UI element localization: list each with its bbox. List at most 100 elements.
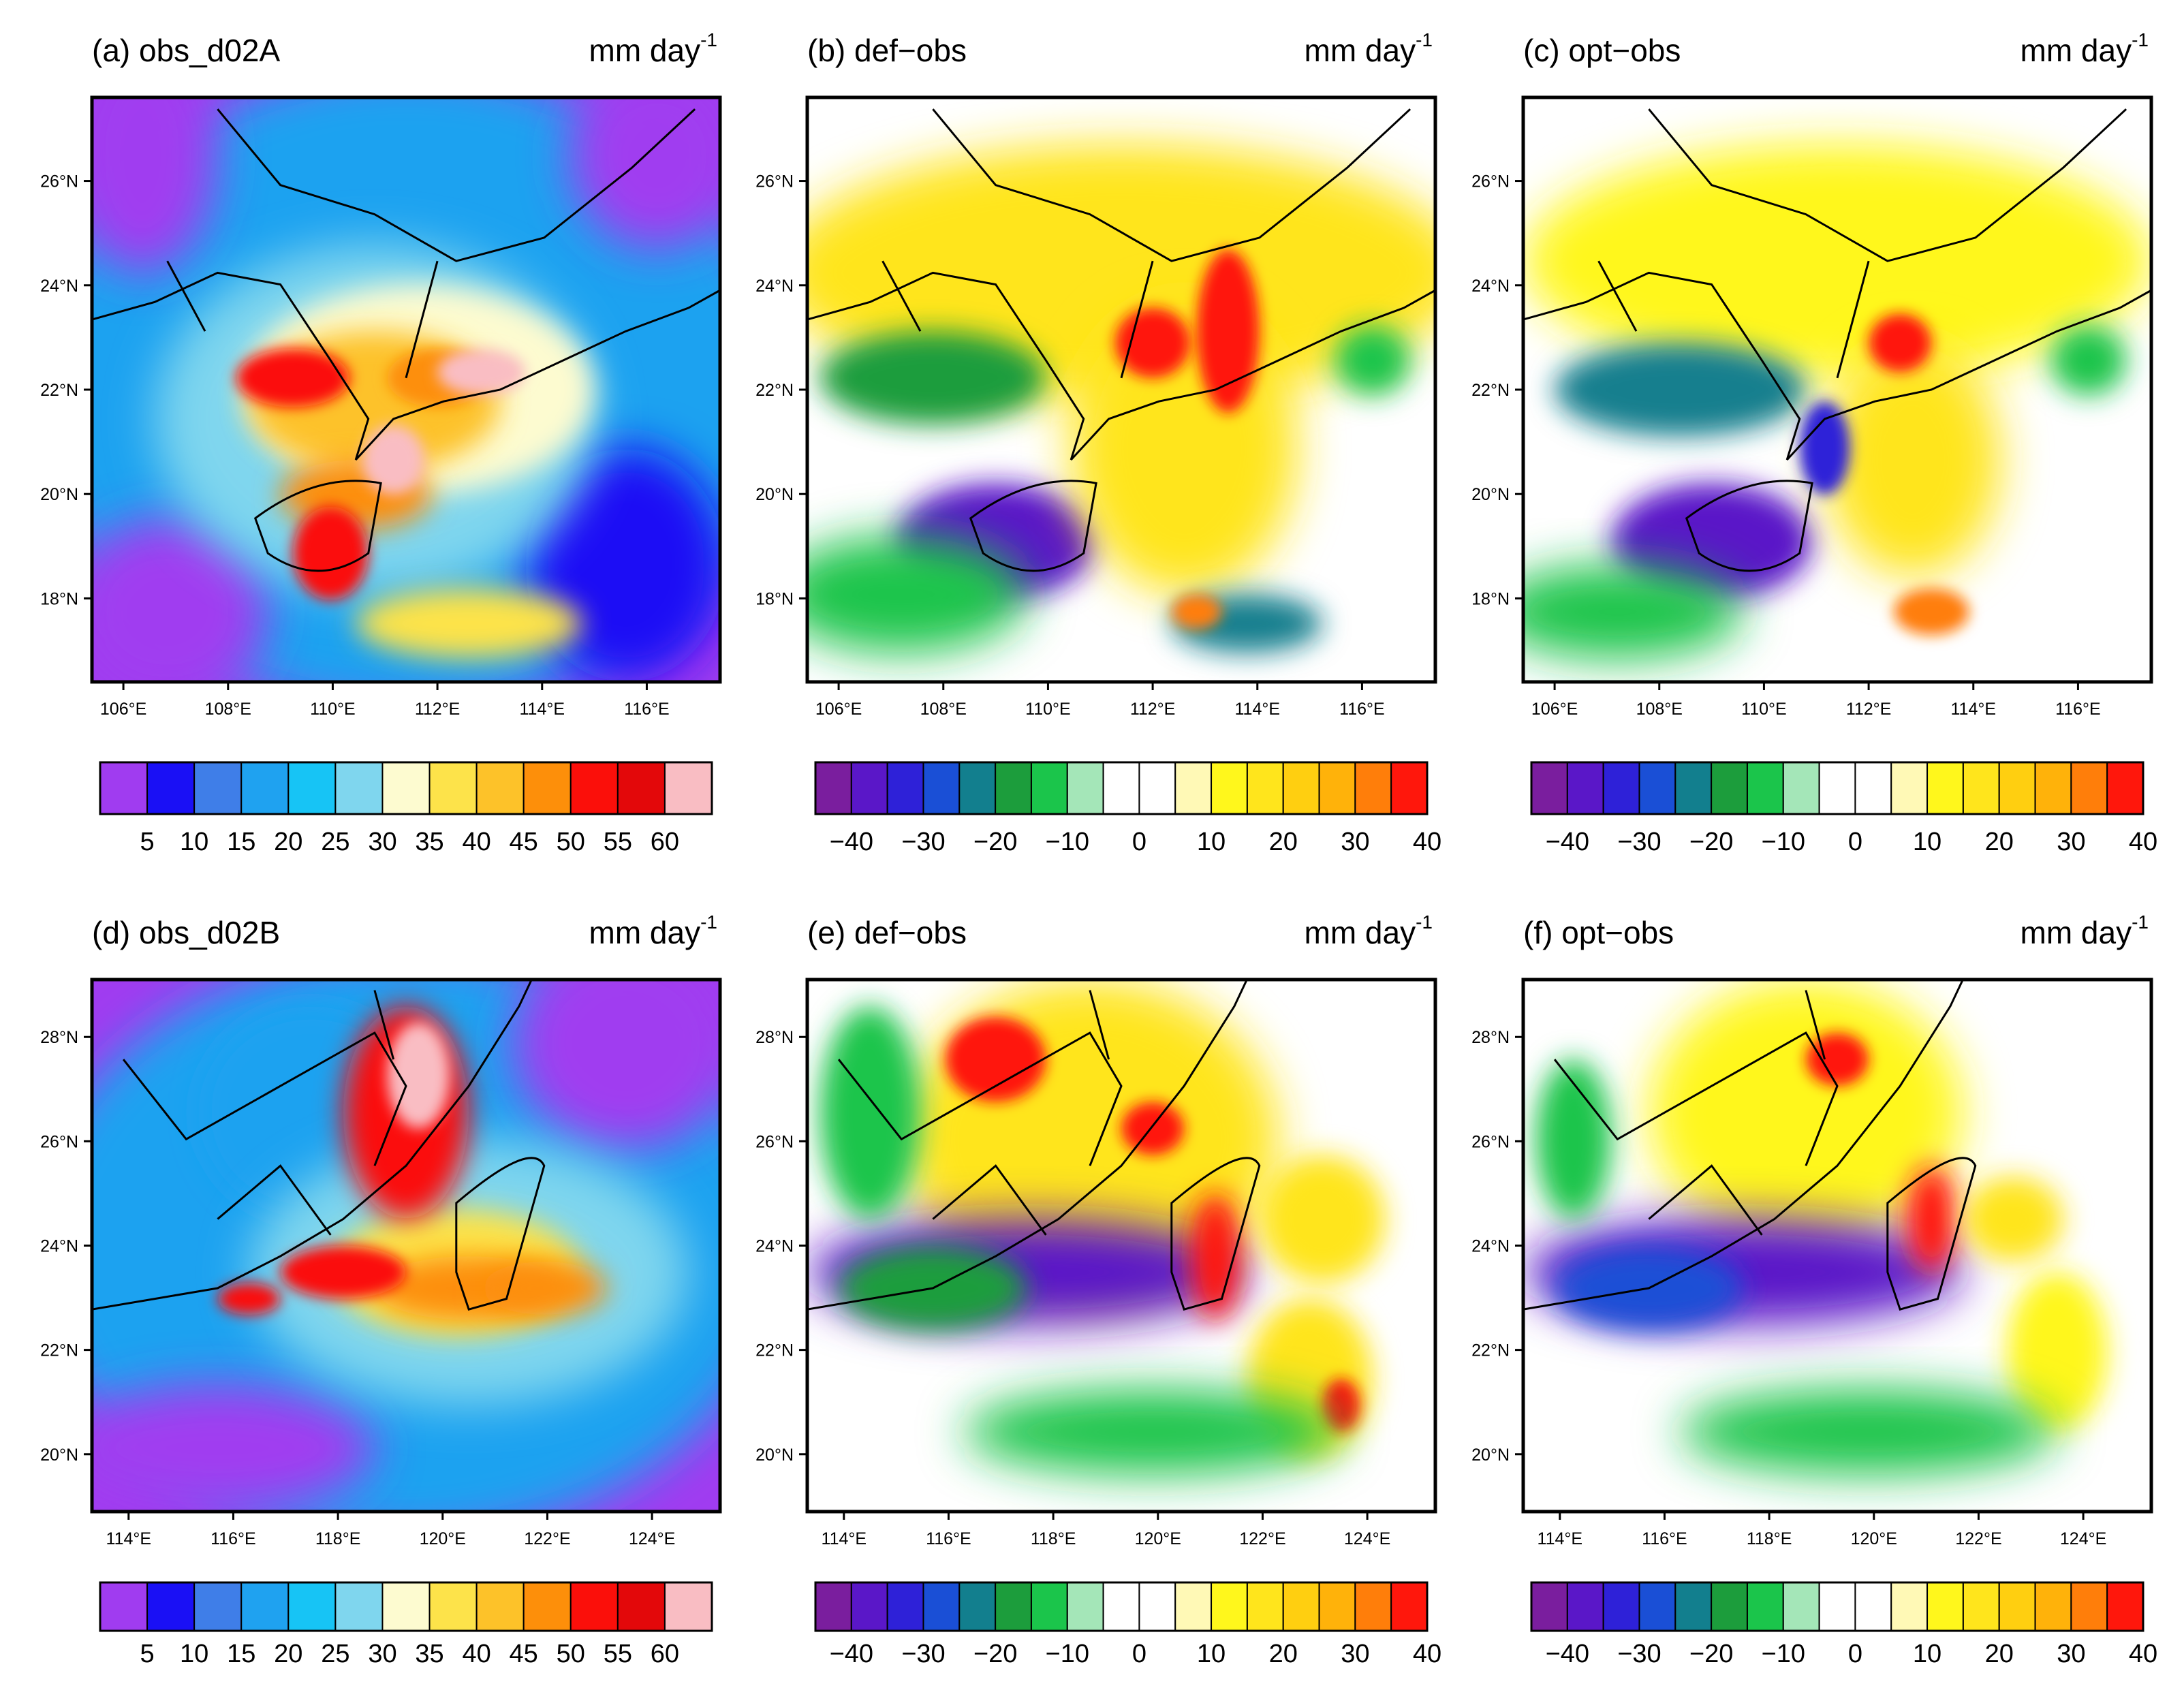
- lat-tick-label: 24°N: [40, 1237, 78, 1256]
- lon-tick-label: 116°E: [2055, 700, 2101, 719]
- precip-cell: [92, 97, 218, 273]
- colorbar-frame: [1530, 1581, 2144, 1632]
- coastline: [807, 108, 1435, 572]
- colorbar: −40 −30 −20 −10 0 10 20 30 40: [1530, 761, 2157, 856]
- precip-cell: [1805, 1033, 1869, 1087]
- lat-tick-label: 24°N: [755, 1237, 794, 1256]
- colorbar-swatch: [1854, 1582, 1892, 1632]
- colorbar-swatch: [1566, 1582, 1604, 1632]
- coast-line: [1553, 1031, 1839, 1166]
- panel-e: (e) def−obs mm day-1 114°E 116°E 118°E 120°E 1…: [755, 911, 1441, 1668]
- colorbar-label: 25: [321, 1640, 349, 1668]
- coast-line: [932, 108, 1411, 262]
- coast-line: [1523, 271, 2151, 461]
- colorbar-frame: [1530, 761, 2144, 815]
- coast-line: [405, 260, 439, 379]
- colorbar-label: 40: [462, 828, 490, 856]
- precip-cell: [92, 1384, 375, 1512]
- lat-tick-label: 20°N: [755, 485, 794, 504]
- colorbar-label: −30: [1617, 828, 1661, 856]
- coast-line: [1597, 260, 1638, 332]
- colorbar-label: −40: [830, 828, 873, 856]
- colorbar-swatch: [1962, 1582, 2000, 1632]
- precip-cell: [512, 980, 720, 1150]
- colorbar-swatch: [850, 762, 888, 815]
- panel-units: mm day-1: [589, 29, 718, 68]
- coast-line: [1523, 980, 1964, 1311]
- lat-tick-label: 22°N: [755, 1341, 794, 1360]
- precip-cell: [1799, 401, 1850, 495]
- units-label: mm day: [2021, 33, 2132, 68]
- colorbar-swatch: [1674, 762, 1713, 815]
- coast-line: [1120, 260, 1154, 379]
- lat-tick-label: 26°N: [40, 1132, 78, 1151]
- colorbar-label: 60: [651, 828, 679, 856]
- panel-title: (d) obs_d02B: [92, 915, 280, 950]
- lon-tick-label: 114°E: [1538, 1529, 1583, 1548]
- coastline: [92, 108, 720, 572]
- units-exponent: -1: [2132, 911, 2149, 933]
- colorbar-swatch: [958, 1582, 997, 1632]
- coast-line: [92, 980, 533, 1311]
- precip-cell: [945, 1016, 1046, 1102]
- colorbar-label: 0: [1132, 828, 1146, 856]
- colorbar-label: 10: [1197, 828, 1226, 856]
- colorbar-label: −40: [830, 1640, 873, 1668]
- precip-cell: [1335, 325, 1411, 396]
- panel-units: mm day-1: [1305, 29, 1433, 68]
- coast-line: [1685, 480, 1813, 572]
- lat-tick-label: 28°N: [755, 1028, 794, 1047]
- colorbar-swatch: [1211, 1582, 1248, 1632]
- colorbar-swatch: [287, 1582, 337, 1632]
- colorbar-label: 10: [180, 1640, 208, 1668]
- panel-b: (b) def−obs mm day-1 106°E 108°E 110°E 112°E 1…: [755, 29, 1441, 856]
- coast-line: [807, 271, 1435, 461]
- colorbar: 5 10 15 20 25 30 35 40 45 50 55 60: [99, 761, 713, 856]
- colorbar-swatch: [381, 762, 431, 815]
- coast-line: [1089, 990, 1110, 1060]
- lon-tick-label: 114°E: [822, 1529, 867, 1548]
- colorbar-swatch: [1102, 762, 1140, 815]
- colorbar-swatch: [381, 1582, 431, 1632]
- lon-tick-label: 116°E: [1642, 1529, 1687, 1548]
- coast-line: [166, 260, 206, 332]
- precip-cell: [1114, 307, 1191, 378]
- colorbar-swatch: [958, 762, 997, 815]
- panel-units: mm day-1: [589, 911, 718, 950]
- coast-line: [122, 1031, 407, 1166]
- colorbar-label: 40: [462, 1640, 490, 1668]
- units-label: mm day: [589, 915, 701, 950]
- lon-tick-label: 124°E: [1344, 1529, 1390, 1548]
- units-label: mm day: [1305, 33, 1416, 68]
- colorbar-swatch: [1566, 762, 1604, 815]
- precip-cell: [1893, 588, 1969, 636]
- panel-units: mm day-1: [1305, 911, 1433, 950]
- colorbar-swatch: [99, 762, 149, 815]
- colorbar-label: 30: [2057, 1640, 2085, 1668]
- precip-cell: [807, 535, 1027, 653]
- colorbar-swatch: [1282, 762, 1320, 815]
- lon-tick-label: 124°E: [629, 1529, 675, 1548]
- colorbar-label: 0: [1132, 1640, 1146, 1668]
- colorbar-swatch: [334, 1582, 384, 1632]
- colorbar-label: −10: [1046, 828, 1089, 856]
- precip-field: [1523, 980, 2151, 1512]
- colorbar-swatch: [1174, 1582, 1213, 1632]
- colorbar-label: 20: [274, 1640, 302, 1668]
- colorbar-label: 55: [604, 1640, 632, 1668]
- precip-cell: [280, 1245, 406, 1299]
- colorbar-swatch: [2070, 762, 2108, 815]
- colorbar-swatch: [1354, 1582, 1392, 1632]
- lon-tick-label: 122°E: [524, 1529, 570, 1548]
- colorbar-swatch: [193, 762, 243, 815]
- precip-cell: [437, 348, 526, 396]
- lon-tick-label: 106°E: [1531, 700, 1578, 719]
- colorbar-swatch: [1998, 762, 2036, 815]
- precip-cell: [1649, 980, 1963, 1246]
- lat-tick-label: 20°N: [1471, 485, 1510, 504]
- colorbar-swatch: [995, 1582, 1032, 1632]
- precip-cell: [1906, 1166, 1957, 1273]
- lon-tick-label: 116°E: [210, 1529, 256, 1548]
- precip-cell: [1523, 565, 1743, 659]
- colorbar-swatch: [1782, 1582, 1820, 1632]
